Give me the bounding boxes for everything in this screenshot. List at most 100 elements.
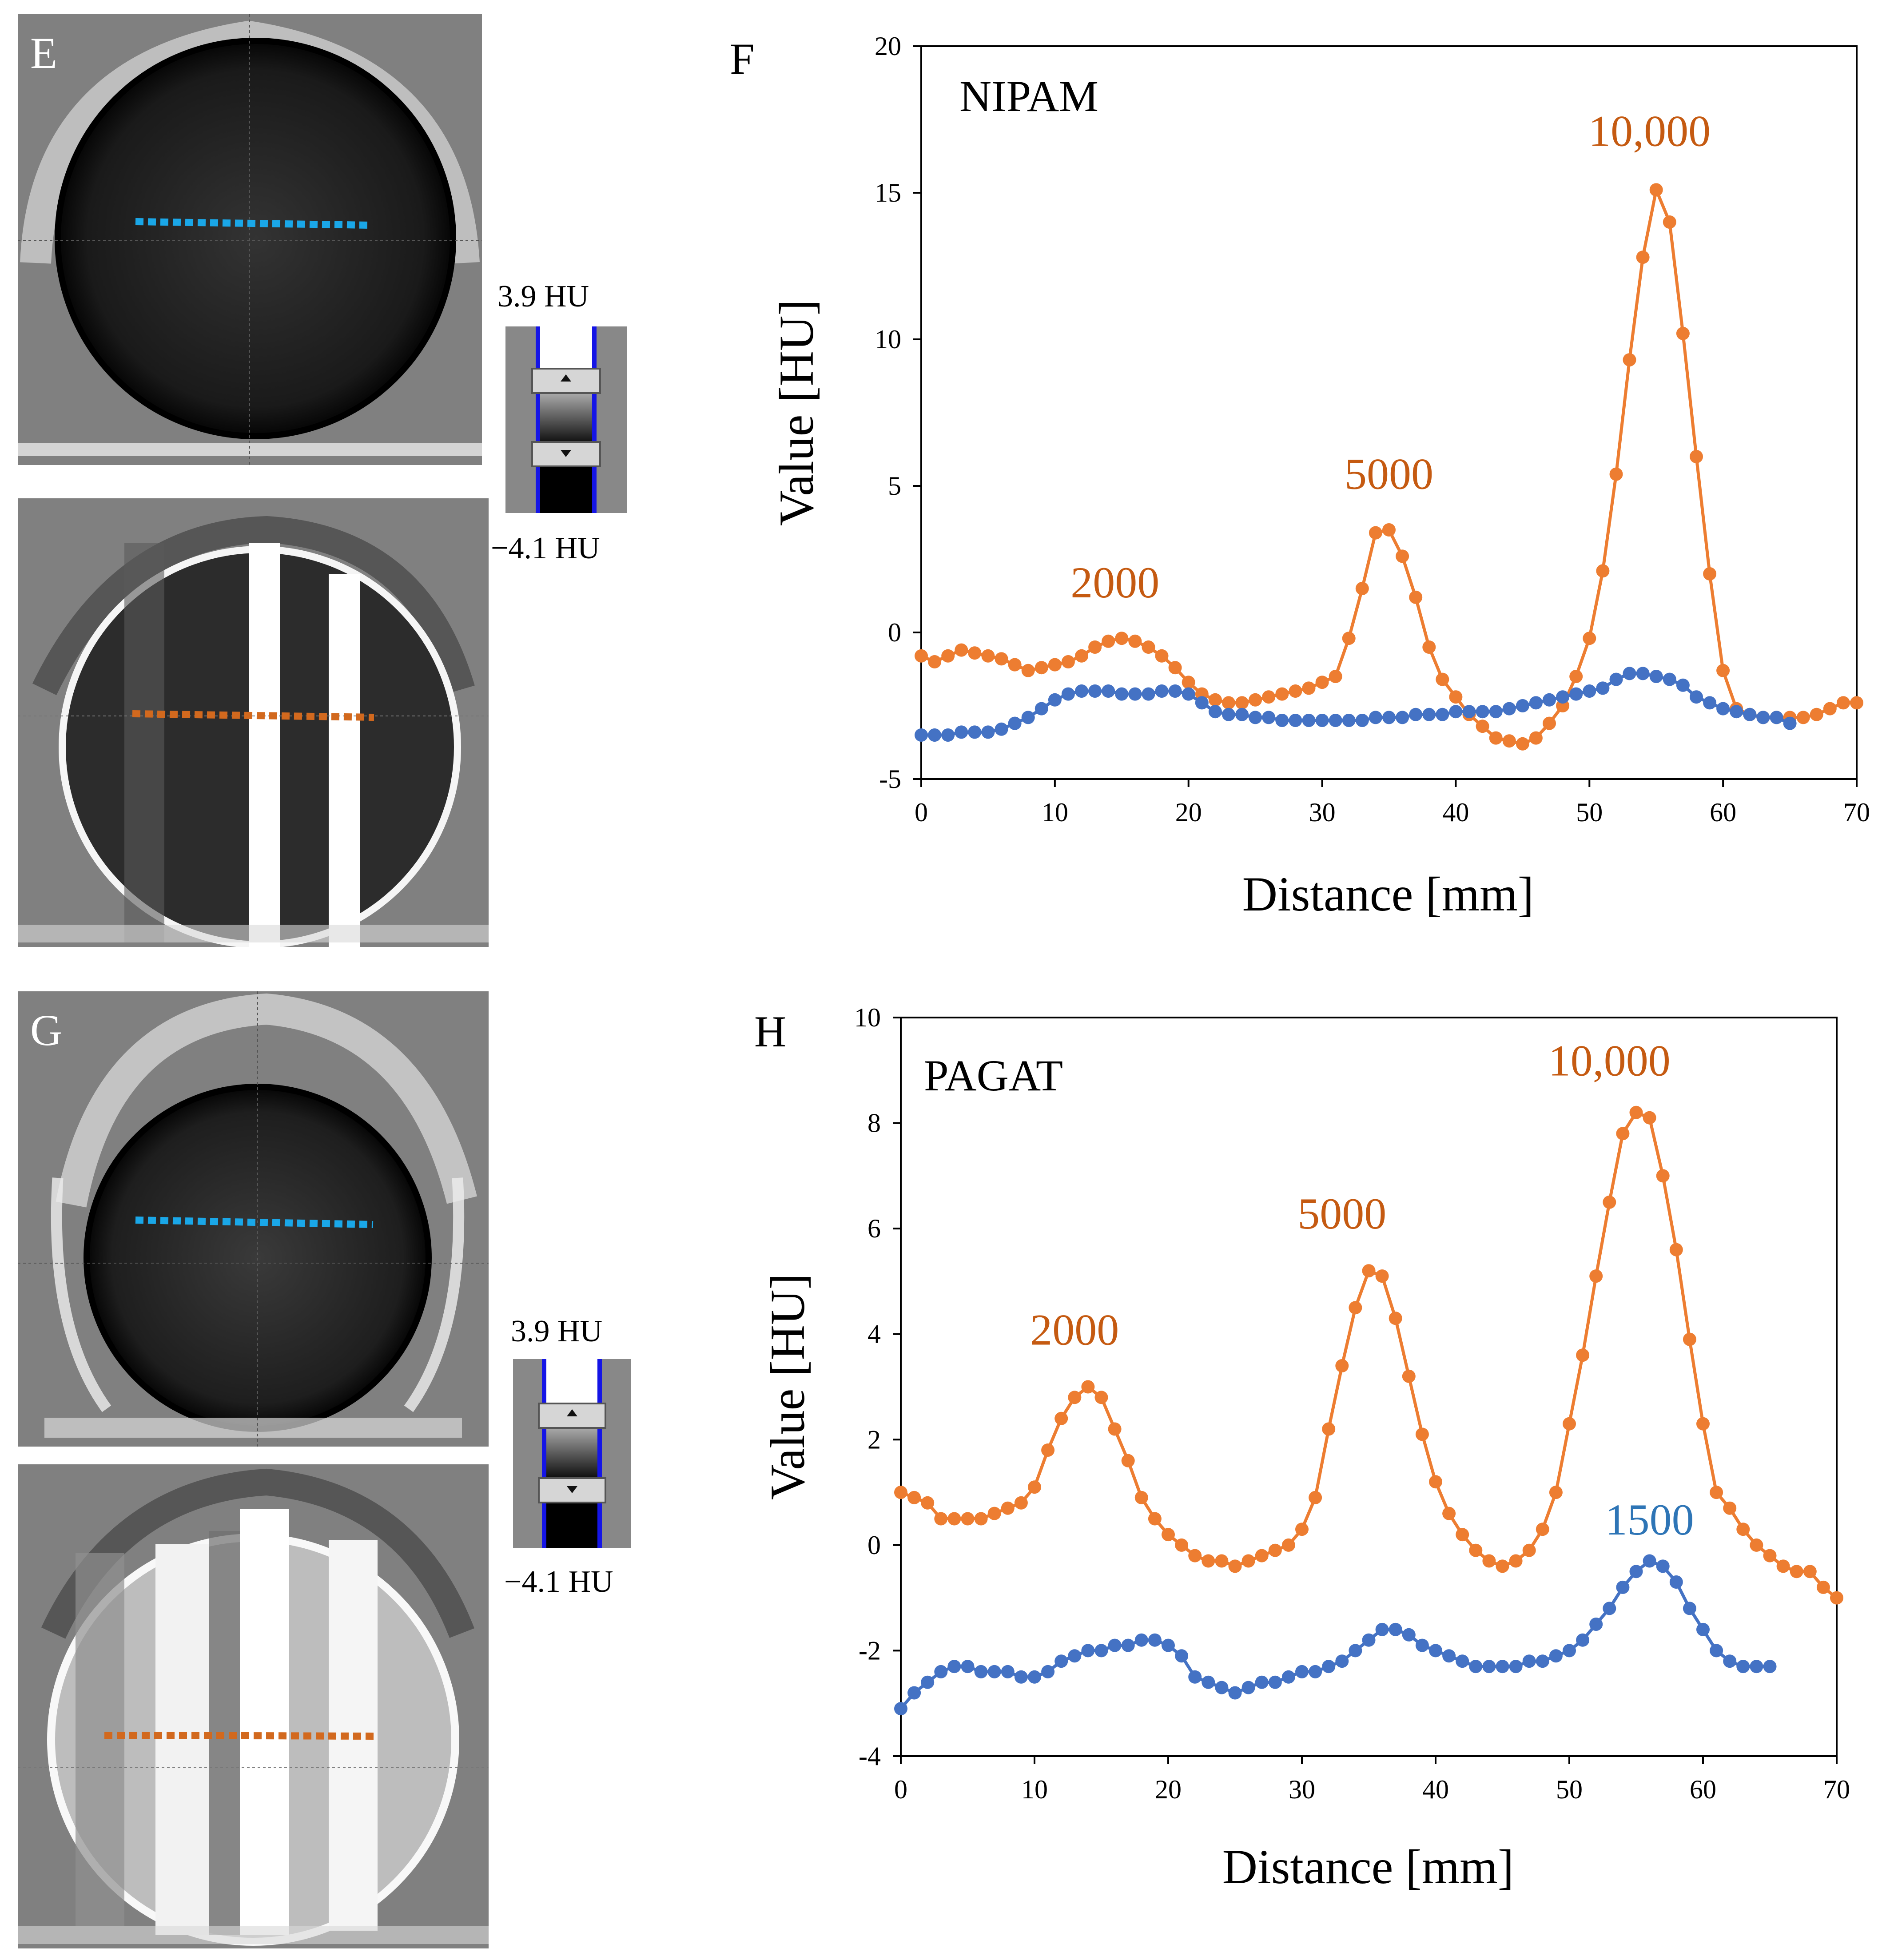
peak-label: 2000 [1070,558,1159,607]
panel-label-e: E [30,28,58,78]
data-point-blue [1516,699,1529,712]
data-point-blue [955,725,968,739]
x-tick-label: 0 [915,798,928,827]
data-point-blue [1335,1654,1349,1668]
data-point-orange [1710,1486,1723,1499]
data-point-orange [1054,1411,1068,1425]
data-point-orange [1369,526,1382,540]
data-point-blue [1222,708,1235,721]
data-point-orange [1823,702,1837,716]
data-point-orange [1429,1475,1442,1489]
data-point-orange [1449,690,1463,704]
data-point-orange [1816,1580,1830,1594]
data-point-orange [1142,640,1155,654]
data-point-blue [1522,1654,1536,1668]
window-level-slider[interactable] [513,1359,631,1548]
data-point-orange [1389,1312,1402,1325]
data-point-blue [1362,1633,1376,1647]
data-point-blue [1355,714,1369,727]
data-point-orange [1790,1565,1803,1578]
data-point-orange [1035,661,1048,675]
data-point-blue [1589,1618,1603,1631]
data-point-orange [1342,632,1356,645]
data-point-blue [921,1675,935,1689]
ct-image-g-bottom [18,1464,489,1948]
profile-line-orange [132,710,374,721]
data-point-blue [1462,705,1476,719]
data-point-orange [1830,1591,1843,1605]
window-down-handle[interactable] [538,1477,606,1503]
data-point-orange [1549,1486,1563,1499]
data-point-blue [1402,1628,1416,1642]
data-point-orange [1603,1195,1616,1209]
data-point-orange [947,1512,961,1526]
data-point-blue [934,1665,948,1678]
window-down-handle[interactable] [531,441,601,467]
data-point-orange [1349,1301,1362,1315]
data-point-orange [1750,1538,1763,1552]
data-point-blue [1102,684,1115,698]
data-point-blue [1636,667,1650,680]
data-point-blue [1061,687,1075,701]
data-point-orange [1094,1391,1108,1404]
data-point-blue [1549,1649,1563,1663]
data-point-blue [1001,1665,1015,1678]
x-axis-title: Distance [mm] [1222,1840,1514,1894]
data-point-orange [934,1512,948,1526]
data-point-blue [1215,1681,1229,1694]
data-point-blue [995,722,1008,736]
data-point-orange [1041,1443,1055,1457]
data-point-blue [1268,1675,1282,1689]
data-point-orange [1456,1528,1469,1542]
data-point-orange [1509,1554,1523,1568]
window-level-slider[interactable] [505,326,627,513]
data-point-orange [1563,1417,1576,1431]
data-point-blue [1008,716,1022,730]
data-point-orange [955,643,968,657]
data-point-blue [1315,714,1329,727]
ct-scan-pagat-irradiated [18,1468,489,1946]
data-point-orange [1014,1496,1028,1510]
data-point-blue [1669,1575,1683,1589]
data-point-blue [1188,1670,1202,1684]
data-point-blue [987,1665,1001,1678]
data-point-orange [1329,670,1342,683]
data-point-orange [1669,1243,1683,1256]
data-point-blue [1014,1670,1028,1684]
data-point-orange [1295,1523,1309,1536]
x-tick-label: 20 [1155,1775,1182,1804]
data-point-orange [1576,1348,1590,1362]
data-point-blue [1536,1654,1549,1668]
data-point-orange [1322,1422,1336,1436]
data-point-blue [1148,1633,1162,1647]
panel-label-h: H [754,1007,787,1056]
data-point-orange [1596,564,1610,578]
y-tick-label: 6 [867,1214,881,1243]
peak-label: 1500 [1605,1495,1694,1544]
y-tick-label: 8 [867,1109,881,1138]
data-point-blue [1489,705,1503,719]
data-point-blue [1322,1660,1336,1674]
data-point-blue [1241,1681,1255,1694]
data-point-orange [941,649,955,663]
x-tick-label: 0 [894,1775,907,1804]
data-point-blue [1162,1638,1175,1652]
data-point-blue [907,1686,921,1700]
data-point-blue [1121,1638,1135,1652]
data-point-blue [1054,1654,1068,1668]
data-point-orange [1241,1554,1255,1568]
data-point-orange [1536,1523,1549,1536]
x-tick-label: 30 [1309,798,1336,827]
x-tick-label: 20 [1175,798,1202,827]
data-point-orange [1850,696,1863,710]
data-point-blue [1035,702,1048,716]
data-point-orange [1636,250,1650,264]
profile-line-orange [104,1732,378,1740]
y-tick-label: 10 [875,325,901,354]
y-tick-label: -4 [859,1741,881,1771]
data-point-orange [1476,720,1489,733]
plot-frame [920,45,1858,780]
data-point-blue [1048,693,1062,707]
gel-annotation: PAGAT [924,1051,1063,1100]
data-point-orange [1128,634,1142,648]
